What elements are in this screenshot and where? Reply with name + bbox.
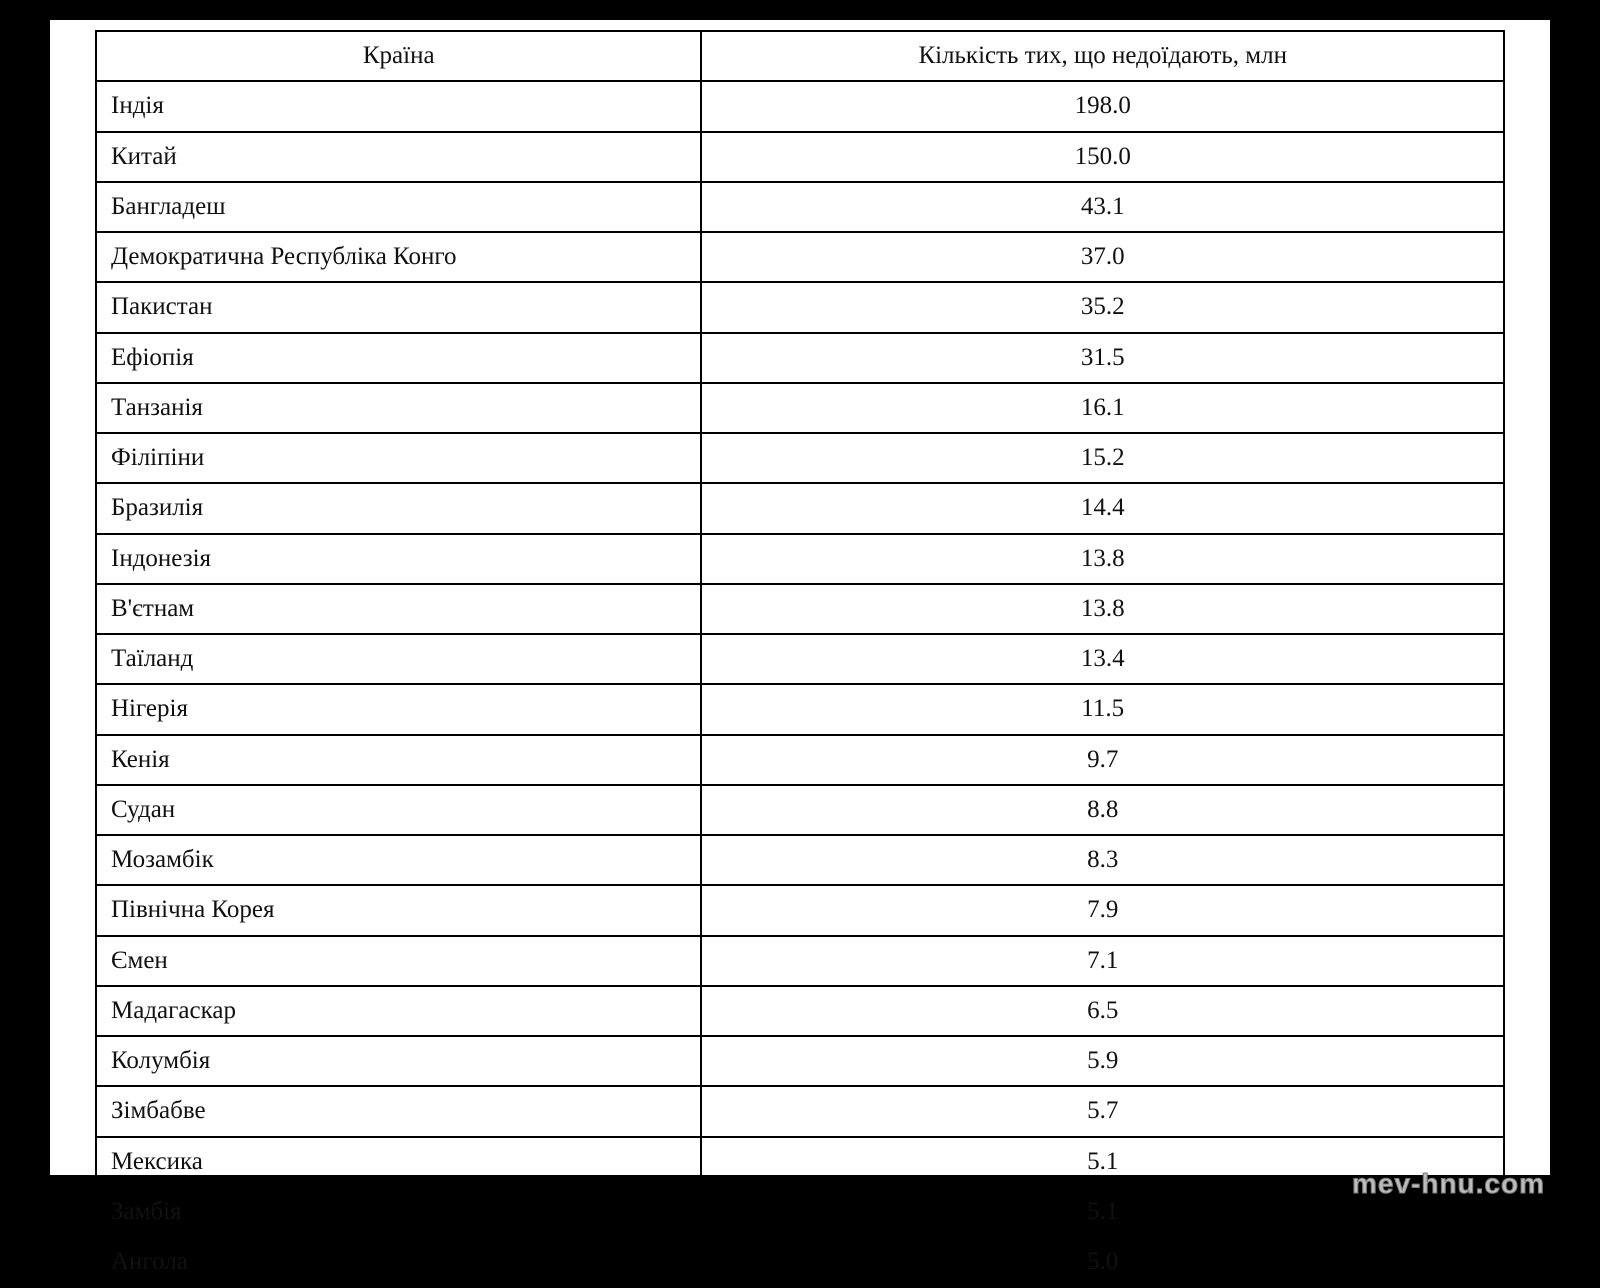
table-row: Зімбабве5.7	[96, 1086, 1504, 1136]
cell-country: Китай	[96, 132, 701, 182]
cell-value: 5.9	[701, 1036, 1504, 1086]
cell-value: 11.5	[701, 684, 1504, 734]
cell-value: 6.5	[701, 986, 1504, 1036]
table-row: Китай150.0	[96, 132, 1504, 182]
column-header-country: Країна	[96, 31, 701, 81]
cell-country: Кенія	[96, 735, 701, 785]
cell-country: Бразилія	[96, 483, 701, 533]
cell-country: Замбія	[96, 1187, 701, 1237]
cell-country: Мексика	[96, 1137, 701, 1187]
table-row: Судан8.8	[96, 785, 1504, 835]
cell-value: 198.0	[701, 81, 1504, 131]
cell-country: Мадагаскар	[96, 986, 701, 1036]
table-row: Колумбія5.9	[96, 1036, 1504, 1086]
cell-value: 15.2	[701, 433, 1504, 483]
table-row: Ангола5.0	[96, 1237, 1504, 1287]
cell-country: Танзанія	[96, 383, 701, 433]
cell-country: Пакистан	[96, 282, 701, 332]
cell-country: Таїланд	[96, 634, 701, 684]
table-header-row: Країна Кількість тих, що недоїдають, млн	[96, 31, 1504, 81]
cell-value: 5.7	[701, 1086, 1504, 1136]
cell-country: В'єтнам	[96, 584, 701, 634]
cell-value: 7.9	[701, 885, 1504, 935]
cell-value: 13.8	[701, 584, 1504, 634]
cell-country: Судан	[96, 785, 701, 835]
cell-value: 43.1	[701, 182, 1504, 232]
cell-value: 7.1	[701, 936, 1504, 986]
table-row: Ефіопія31.5	[96, 333, 1504, 383]
cell-value: 31.5	[701, 333, 1504, 383]
cell-country: Ангола	[96, 1237, 701, 1287]
cell-value: 8.8	[701, 785, 1504, 835]
cell-value: 37.0	[701, 232, 1504, 282]
table-row: Демократична Республіка Конго37.0	[96, 232, 1504, 282]
table-row: Філіпіни15.2	[96, 433, 1504, 483]
cell-country: Мозамбік	[96, 835, 701, 885]
table-row: Пакистан35.2	[96, 282, 1504, 332]
cell-value: 8.3	[701, 835, 1504, 885]
cell-value: 13.4	[701, 634, 1504, 684]
cell-value: 16.1	[701, 383, 1504, 433]
table-row: Кенія9.7	[96, 735, 1504, 785]
undernourishment-table: Країна Кількість тих, що недоїдають, млн…	[95, 30, 1505, 1288]
table-row: Ємен7.1	[96, 936, 1504, 986]
table-row: Мозамбік8.3	[96, 835, 1504, 885]
cell-value: 5.0	[701, 1237, 1504, 1287]
table-row: Мадагаскар6.5	[96, 986, 1504, 1036]
cell-country: Північна Корея	[96, 885, 701, 935]
cell-country: Колумбія	[96, 1036, 701, 1086]
cell-country: Ефіопія	[96, 333, 701, 383]
table-row: Індонезія13.8	[96, 534, 1504, 584]
cell-country: Індонезія	[96, 534, 701, 584]
table-row: В'єтнам13.8	[96, 584, 1504, 634]
cell-country: Нігерія	[96, 684, 701, 734]
cell-value: 35.2	[701, 282, 1504, 332]
cell-value: 9.7	[701, 735, 1504, 785]
cell-country: Демократична Республіка Конго	[96, 232, 701, 282]
cell-value: 14.4	[701, 483, 1504, 533]
cell-country: Ємен	[96, 936, 701, 986]
table-row: Таїланд13.4	[96, 634, 1504, 684]
column-header-value: Кількість тих, що недоїдають, млн	[701, 31, 1504, 81]
table-row: Танзанія16.1	[96, 383, 1504, 433]
table-row: Північна Корея7.9	[96, 885, 1504, 935]
watermark: mev-hnu.com	[1352, 1168, 1545, 1200]
table-body: Індія198.0Китай150.0Бангладеш43.1Демокра…	[96, 81, 1504, 1287]
table-row: Індія198.0	[96, 81, 1504, 131]
cell-country: Бангладеш	[96, 182, 701, 232]
cell-value: 13.8	[701, 534, 1504, 584]
cell-country: Зімбабве	[96, 1086, 701, 1136]
table-row: Мексика5.1	[96, 1137, 1504, 1187]
table-row: Бангладеш43.1	[96, 182, 1504, 232]
cell-value: 150.0	[701, 132, 1504, 182]
table-row: Замбія5.1	[96, 1187, 1504, 1237]
cell-country: Індія	[96, 81, 701, 131]
table-row: Бразилія14.4	[96, 483, 1504, 533]
page-container: Країна Кількість тих, що недоїдають, млн…	[50, 20, 1550, 1175]
cell-country: Філіпіни	[96, 433, 701, 483]
table-row: Нігерія11.5	[96, 684, 1504, 734]
